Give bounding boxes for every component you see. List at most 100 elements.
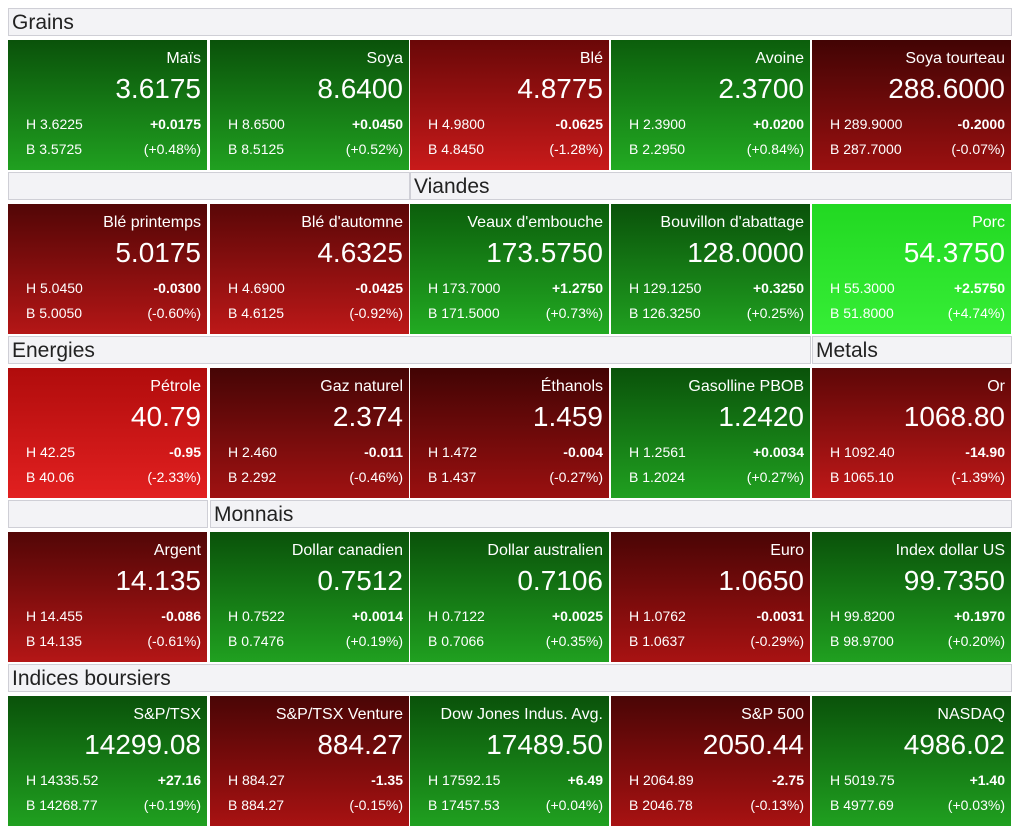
instrument-name: NASDAQ: [937, 706, 1005, 723]
percent-change: (-0.92%): [349, 305, 403, 321]
high: H 1.0762: [629, 608, 686, 624]
price: 1.0650: [718, 565, 804, 596]
high: H 0.7122: [428, 608, 485, 624]
quote-tile: S&P/TSX 14299.08 H 14335.52 +27.16 B 14268.7…: [8, 696, 207, 826]
low: B 884.27: [228, 797, 285, 813]
change: -0.086: [161, 608, 201, 624]
change: -14.90: [965, 444, 1005, 460]
high: H 4.9800: [428, 116, 485, 132]
quote-tile: Dollar australien 0.7106 H 0.7122 +0.0025 B …: [410, 532, 609, 662]
percent-change: (+0.48%): [143, 141, 201, 157]
change: +0.3250: [753, 280, 804, 296]
high: H 14335.52: [26, 772, 99, 788]
low: B 2.2950: [629, 141, 686, 157]
price: 14299.08: [84, 729, 201, 760]
price: 173.5750: [486, 237, 603, 268]
instrument-name: Pétrole: [150, 378, 201, 395]
instrument-name: Bouvillon d'abattage: [660, 214, 804, 231]
percent-change: (+0.52%): [345, 141, 403, 157]
low: B 14268.77: [26, 797, 98, 813]
price: 2.374: [332, 401, 403, 432]
low: B 98.9700: [830, 633, 894, 649]
quote-tile: Gasolline PBOB 1.2420 H 1.2561 +0.0034 B 1.2…: [611, 368, 810, 498]
quote-tile: Blé 4.8775 H 4.9800 -0.0625 B 4.8450 (-1.28%): [410, 40, 609, 170]
header-spacer: [8, 500, 208, 528]
change: +0.0175: [150, 116, 201, 132]
quote-tile: Or 1068.80 H 1092.40 -14.90 B 1065.10 (-1.39%…: [812, 368, 1011, 498]
change: -0.0031: [756, 608, 804, 624]
percent-change: (+0.19%): [143, 797, 201, 813]
high: H 0.7522: [228, 608, 285, 624]
instrument-name: Éthanols: [540, 378, 603, 395]
low: B 1.437: [428, 469, 477, 485]
high: H 55.3000: [830, 280, 895, 296]
change: +0.0025: [552, 608, 603, 624]
quote-tile: Dollar canadien 0.7512 H 0.7522 +0.0014 B 0.…: [210, 532, 409, 662]
quote-tile: Index dollar US 99.7350 H 99.8200 +0.1970 B …: [812, 532, 1011, 662]
price: 0.7106: [517, 565, 603, 596]
quote-tile: Maïs 3.6175 H 3.6225 +0.0175 B 3.5725 (+0.48%…: [8, 40, 207, 170]
high: H 14.455: [26, 608, 83, 624]
percent-change: (-0.07%): [951, 141, 1005, 157]
low: B 5.0050: [26, 305, 83, 321]
instrument-name: Index dollar US: [895, 542, 1005, 559]
low: B 287.7000: [830, 141, 902, 157]
price: 17489.50: [486, 729, 603, 760]
percent-change: (+0.04%): [545, 797, 603, 813]
instrument-name: Dollar australien: [487, 542, 603, 559]
instrument-name: Avoine: [755, 50, 804, 67]
high: H 173.7000: [428, 280, 501, 296]
quote-tile: Blé printemps 5.0175 H 5.0450 -0.0300 B 5.00…: [8, 204, 207, 334]
high: H 1092.40: [830, 444, 895, 460]
section-header: Viandes: [410, 172, 1012, 200]
high: H 8.6500: [228, 116, 285, 132]
change: +0.0450: [352, 116, 403, 132]
instrument-name: Maïs: [166, 50, 201, 67]
low: B 0.7066: [428, 633, 485, 649]
low: B 14.135: [26, 633, 83, 649]
low: B 1.2024: [629, 469, 686, 485]
price: 99.7350: [903, 565, 1005, 596]
price: 884.27: [317, 729, 403, 760]
high: H 884.27: [228, 772, 285, 788]
high: H 5019.75: [830, 772, 895, 788]
price: 3.6175: [115, 73, 201, 104]
high: H 99.8200: [830, 608, 895, 624]
low: B 4977.69: [830, 797, 894, 813]
price: 1.2420: [718, 401, 804, 432]
percent-change: (+0.03%): [947, 797, 1005, 813]
instrument-name: S&P 500: [741, 706, 804, 723]
percent-change: (-0.15%): [349, 797, 403, 813]
instrument-name: Or: [987, 378, 1005, 395]
high: H 5.0450: [26, 280, 83, 296]
quote-tile: S&P 500 2050.44 H 2064.89 -2.75 B 2046.78 (-0…: [611, 696, 810, 826]
price: 8.6400: [317, 73, 403, 104]
instrument-name: Blé printemps: [103, 214, 201, 231]
percent-change: (-0.13%): [750, 797, 804, 813]
quote-tile: Gaz naturel 2.374 H 2.460 -0.011 B 2.292 (-0.…: [210, 368, 409, 498]
instrument-name: Gasolline PBOB: [688, 378, 804, 395]
percent-change: (+0.25%): [746, 305, 804, 321]
percent-change: (+0.20%): [947, 633, 1005, 649]
low: B 4.8450: [428, 141, 485, 157]
low: B 1.0637: [629, 633, 686, 649]
low: B 51.8000: [830, 305, 894, 321]
change: +1.40: [969, 772, 1005, 788]
instrument-name: Soya tourteau: [905, 50, 1005, 67]
high: H 4.6900: [228, 280, 285, 296]
change: +6.49: [567, 772, 603, 788]
quote-tile: Bouvillon d'abattage 128.0000 H 129.1250 +0…: [611, 204, 810, 334]
low: B 171.5000: [428, 305, 500, 321]
percent-change: (-0.29%): [750, 633, 804, 649]
price: 4.6325: [317, 237, 403, 268]
instrument-name: Porc: [972, 214, 1005, 231]
percent-change: (-0.60%): [147, 305, 201, 321]
section-header: Grains: [8, 8, 1012, 36]
percent-change: (+0.84%): [746, 141, 804, 157]
price: 4.8775: [517, 73, 603, 104]
high: H 289.9000: [830, 116, 903, 132]
instrument-name: Dow Jones Indus. Avg.: [440, 706, 603, 723]
price: 5.0175: [115, 237, 201, 268]
high: H 42.25: [26, 444, 76, 460]
section-header: Energies: [8, 336, 811, 364]
